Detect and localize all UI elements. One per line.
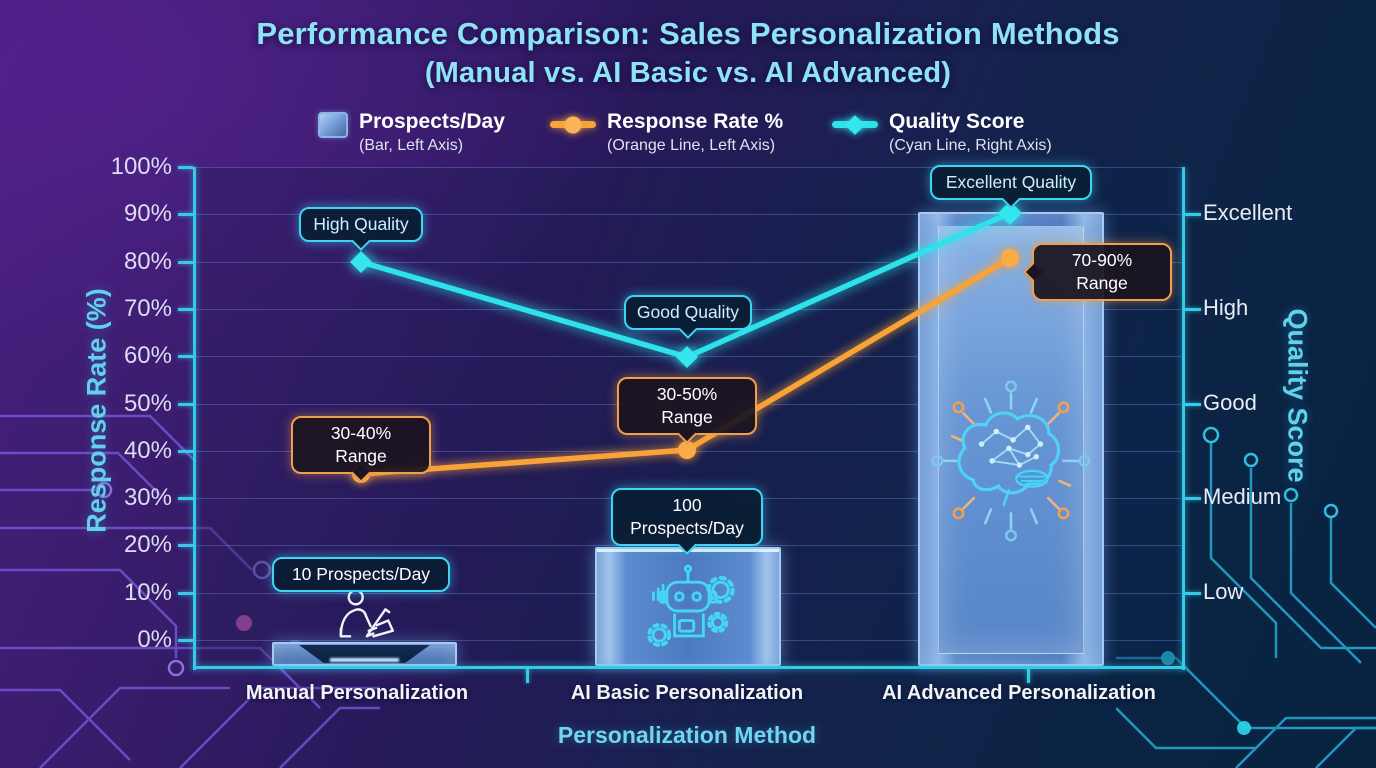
legend-sublabel: (Orange Line, Left Axis) <box>607 137 776 155</box>
left-tick-label: 80% <box>123 248 172 275</box>
right-axis-tick <box>1185 308 1201 311</box>
left-axis-title: Response Rate (%) <box>81 288 112 533</box>
quality-diamond-markers <box>350 201 1022 368</box>
annotation-high-quality: High Quality <box>299 207 423 242</box>
left-axis-tick <box>178 497 193 500</box>
left-axis-tick <box>178 544 193 547</box>
left-axis-tick <box>178 261 193 264</box>
right-axis-tick <box>1185 497 1201 500</box>
annotation-prospects-basic: 100 Prospects/Day <box>611 488 763 546</box>
left-tick-label: 10% <box>123 579 172 606</box>
legend-label: Response Rate % <box>607 110 784 133</box>
gridline <box>195 167 1183 168</box>
robot-gears-icon <box>647 564 735 647</box>
right-axis-line <box>1182 167 1185 670</box>
right-axis-tick <box>1185 403 1201 406</box>
left-axis-tick <box>178 403 193 406</box>
left-axis-tick <box>178 639 193 642</box>
left-tick-label: 70% <box>123 295 172 322</box>
annotation-response-range-advanced: 70-90% Range <box>1032 243 1172 301</box>
annotation-good-quality: Good Quality <box>624 295 752 330</box>
right-tick-label: Excellent <box>1203 200 1293 225</box>
bar-swatch-icon <box>318 112 348 138</box>
cyan-line-diamond-icon <box>832 121 878 128</box>
legend-sublabel: (Cyan Line, Right Axis) <box>889 137 1052 155</box>
annotation-response-range-manual: 30-40% Range <box>291 416 431 474</box>
left-tick-label: 90% <box>123 200 172 227</box>
left-tick-label: 40% <box>123 437 172 464</box>
left-axis-tick <box>178 308 193 311</box>
line-series-overlay <box>350 201 1022 483</box>
legend-label: Quality Score <box>889 110 1025 133</box>
category-label-ai-basic: AI Basic Personalization <box>570 682 804 704</box>
gridline <box>195 262 1183 263</box>
bar-ai-advanced-personalization <box>918 212 1104 666</box>
brain-network-icon <box>931 380 1091 542</box>
left-tick-label: 30% <box>123 484 172 511</box>
person-writing-icon <box>339 589 395 638</box>
category-separator-tick <box>1027 668 1030 683</box>
legend-sublabel: (Bar, Left Axis) <box>359 137 464 155</box>
right-tick-label: Good <box>1203 390 1257 415</box>
legend-item-quality-score: Quality Score (Cyan Line, Right Axis) <box>832 110 1052 155</box>
right-tick-label: Low <box>1203 579 1244 604</box>
left-axis-tick <box>178 213 193 216</box>
left-tick-label: 50% <box>123 390 172 417</box>
annotation-prospects-manual: 10 Prospects/Day <box>272 557 450 592</box>
annotation-excellent-quality: Excellent Quality <box>930 165 1092 200</box>
bottom-axis-line <box>193 666 1185 669</box>
legend-label: Prospects/Day <box>359 110 505 133</box>
bar-ai-basic-personalization <box>595 547 781 666</box>
left-tick-label: 100% <box>110 153 172 180</box>
left-axis-line <box>193 167 196 670</box>
chart-title-line1: Performance Comparison: Sales Personaliz… <box>256 16 1120 51</box>
bar-highlight <box>330 658 399 662</box>
right-tick-label: High <box>1203 295 1249 320</box>
left-axis-tick <box>178 450 193 453</box>
category-label-ai-advanced: AI Advanced Personalization <box>882 682 1156 704</box>
orange-line-dot-icon <box>550 121 596 128</box>
gridline <box>195 214 1183 215</box>
right-tick-label: Medium <box>1203 484 1282 509</box>
left-axis-tick <box>178 355 193 358</box>
category-label-manual: Manual Personalization <box>245 682 469 704</box>
right-axis-tick <box>1185 592 1201 595</box>
legend-item-prospects: Prospects/Day (Bar, Left Axis) <box>318 110 505 155</box>
left-axis-tick <box>178 592 193 595</box>
x-axis-title: Personalization Method <box>557 722 817 748</box>
left-tick-label: 0% <box>137 626 172 653</box>
legend-text: Response Rate % (Orange Line, Left Axis) <box>607 110 783 155</box>
legend-text: Quality Score (Cyan Line, Right Axis) <box>889 110 1052 155</box>
right-axis-title: Quality Score <box>1282 308 1313 483</box>
chart-title-line2: (Manual vs. AI Basic vs. AI Advanced) <box>424 57 952 89</box>
legend-item-response-rate: Response Rate % (Orange Line, Left Axis) <box>550 110 783 155</box>
left-tick-label: 20% <box>123 531 172 558</box>
right-axis-tick <box>1185 213 1201 216</box>
legend-text: Prospects/Day (Bar, Left Axis) <box>359 110 505 155</box>
left-axis-tick <box>178 166 193 169</box>
category-separator-tick <box>526 668 529 683</box>
annotation-response-range-basic: 30-50% Range <box>617 377 757 435</box>
left-tick-label: 60% <box>123 342 172 369</box>
